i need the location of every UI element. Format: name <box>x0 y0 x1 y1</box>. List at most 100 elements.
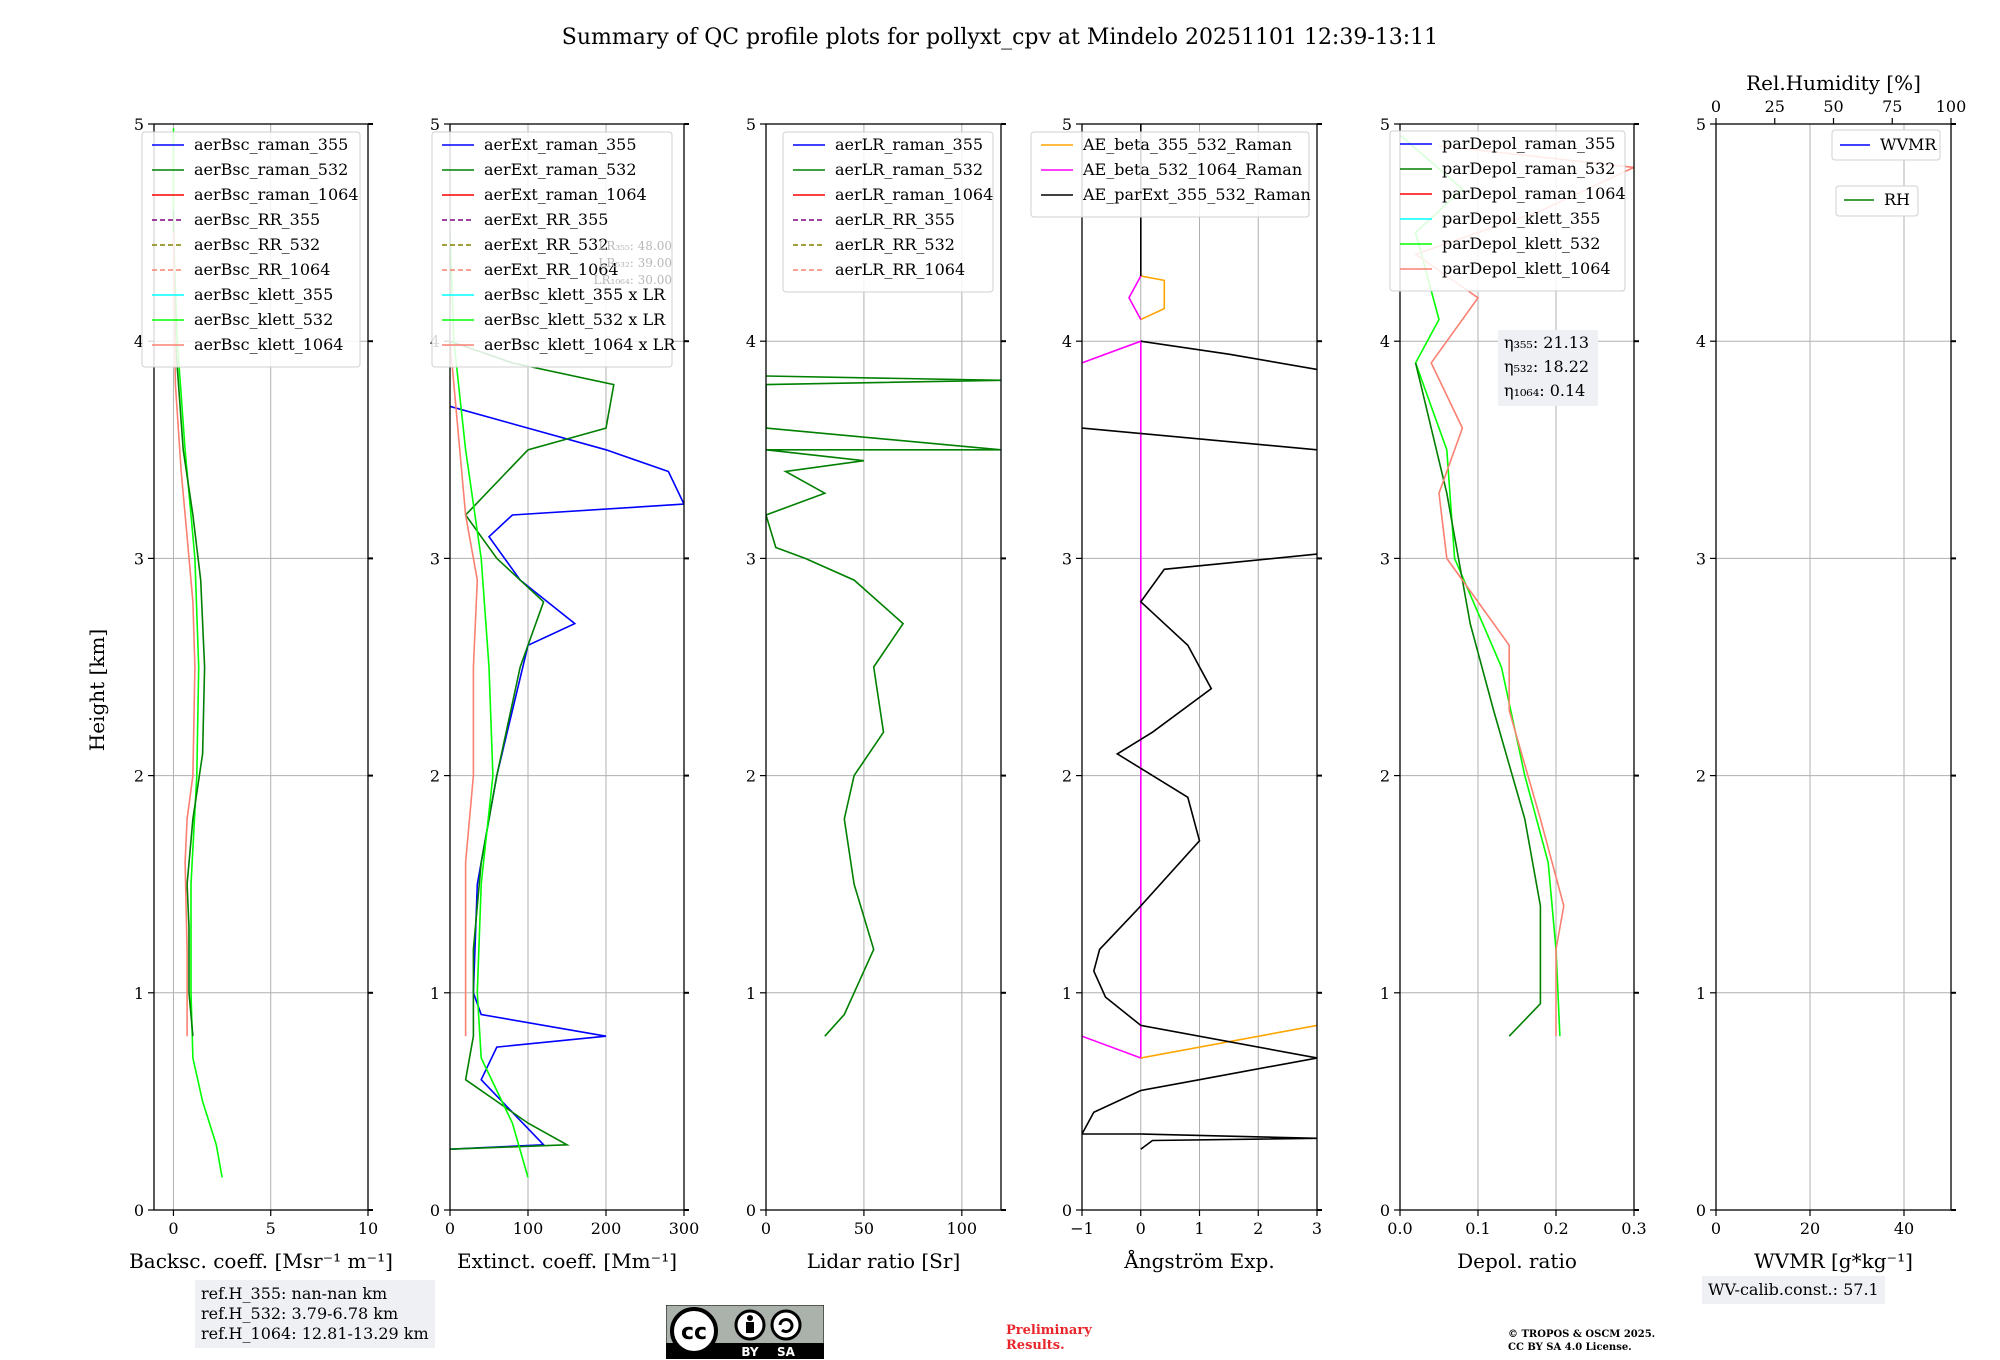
copyright-line-2: CC BY SA 4.0 License. <box>1508 1342 1632 1353</box>
series-AE_parExt_top <box>1140 340 1317 371</box>
legend-entry: aerBsc_klett_355 <box>194 285 333 304</box>
x-tick-label: 3 <box>1312 1219 1322 1238</box>
y-tick-label: 2 <box>1062 767 1072 786</box>
y-tick-label: 5 <box>134 115 144 134</box>
x-tick-label: 300 <box>669 1219 700 1238</box>
legend-box <box>431 131 673 368</box>
x-tick-label: 0.3 <box>1621 1219 1646 1238</box>
axes-frame <box>449 123 685 1211</box>
y-tick-label: 3 <box>746 549 756 568</box>
legend-angstrom: AE_beta_355_532_Raman AE_beta_532_1064_Ra… <box>1030 131 1311 218</box>
legend-entry: aerExt_raman_532 <box>484 160 637 179</box>
legend-entry: aerExt_RR_1064 <box>484 260 619 279</box>
y-tick-label: 0 <box>1062 1201 1072 1220</box>
legend-entry: RH <box>1884 190 1910 209</box>
y-tick-label: 5 <box>1696 115 1706 134</box>
y-tick-label: 3 <box>1696 549 1706 568</box>
axes-frame <box>153 123 369 1211</box>
y-tick-label: 3 <box>430 549 440 568</box>
axes-frame <box>1715 123 1952 1211</box>
series-AE_beta_532_1064_Raman <box>1082 340 1142 1060</box>
ref-height-1064: ref.H_1064: 12.81-13.29 km <box>201 1324 429 1343</box>
legend-rh: RH <box>1835 185 1919 217</box>
legend-entry: aerBsc_klett_532 <box>194 310 333 329</box>
legend-entry: aerLR_raman_355 <box>835 135 983 154</box>
legend-entry: parDepol_klett_1064 <box>1442 259 1611 278</box>
top-tick-label: 25 <box>1765 97 1785 116</box>
x-tick-label: 1 <box>1194 1219 1204 1238</box>
eta-annotation: η₃₅₅: 21.13 η₅₃₂: 18.22 η₁₀₆₄: 0.14 <box>1498 330 1598 406</box>
top-tick-label: 75 <box>1882 97 1902 116</box>
share-alike-icon <box>770 1309 802 1341</box>
y-tick-label: 2 <box>134 767 144 786</box>
x-tick-label: 0 <box>1711 1219 1721 1238</box>
legend-box <box>1030 131 1310 218</box>
series-AE_beta_532_1064_Raman_loop <box>1128 275 1142 320</box>
y-tick-label: 1 <box>134 984 144 1003</box>
x-axis-label: Extinct. coeff. [Mm⁻¹] <box>457 1249 677 1273</box>
panel-lidar_ratio: 0 50 100 0 1 2 3 4 5 Lidar ratio [Sr] aerLR_raman_… <box>746 115 1006 1273</box>
legend-box <box>141 131 361 368</box>
wv-calib-const: WV-calib.const.: 57.1 <box>1708 1280 1879 1299</box>
legend-entry: aerBsc_raman_532 <box>194 160 348 179</box>
legend-box <box>782 131 994 293</box>
legend-depol: parDepol_raman_355 parDepol_raman_532 parD… <box>1389 130 1626 292</box>
x-tick-label: 100 <box>947 1219 978 1238</box>
x-tick-label: 100 <box>513 1219 544 1238</box>
y-tick-label: 2 <box>430 767 440 786</box>
y-tick-label: 3 <box>1062 549 1072 568</box>
series-aerBsc_klett_1064 <box>172 232 196 1037</box>
legend-entry: parDepol_klett_532 <box>1442 234 1600 253</box>
x-tick-label: −1 <box>1070 1219 1094 1238</box>
series-aerExt_raman_355 <box>450 405 684 1150</box>
legend-wvmr: WVMR <box>1831 129 1941 161</box>
y-tick-label: 5 <box>746 115 756 134</box>
top-axis-label: Rel.Humidity [%] <box>1746 71 1921 95</box>
y-tick-label: 1 <box>1062 984 1072 1003</box>
x-axis-label: Depol. ratio <box>1457 1249 1577 1273</box>
x-tick-label: 40 <box>1894 1219 1914 1238</box>
y-tick-label: 0 <box>746 1201 756 1220</box>
y-tick-label: 0 <box>134 1201 144 1220</box>
y-tick-label: 1 <box>430 984 440 1003</box>
legend-entry: aerBsc_RR_1064 <box>194 260 330 279</box>
panel-backscatter: 0 5 10 0 1 2 3 4 5 Backsc. coeff. [Msr⁻¹ m⁻¹] aerB… <box>129 115 393 1273</box>
series-AE_parExt_upper <box>1082 427 1317 451</box>
x-tick-label: 2 <box>1253 1219 1263 1238</box>
series-parDepol_raman_532 <box>1414 362 1542 1037</box>
legend-entry: aerLR_RR_1064 <box>835 260 965 279</box>
svg-text:cc: cc <box>681 1320 707 1345</box>
lr-label: LR₅₃₂: 39.00 <box>598 256 672 270</box>
series-aerExt_raman_532 <box>450 340 615 1150</box>
panel-wvmr: 0 20 40 0 1 2 3 4 5 WVMR [g*kg⁻¹] 0 25 50 75 100 Rel.Hu… <box>1696 71 1966 1273</box>
eta-label: η₅₃₂: 18.22 <box>1504 357 1589 376</box>
y-tick-label: 4 <box>134 332 144 351</box>
reference-height-box: ref.H_355: nan-nan km ref.H_532: 3.79-6.… <box>195 1280 435 1348</box>
copyright-line-1: © TROPOS & OSCM 2025. <box>1508 1329 1656 1340</box>
x-tick-label: 0.2 <box>1543 1219 1568 1238</box>
x-tick-label: 0.1 <box>1465 1219 1490 1238</box>
y-tick-label: 3 <box>1380 549 1390 568</box>
x-tick-label: 0 <box>168 1219 178 1238</box>
legend-lidar_ratio: aerLR_raman_355 aerLR_raman_532 aerLR_rama… <box>782 131 994 293</box>
legend-extinction: aerExt_raman_355 aerExt_raman_532 aerExt_r… <box>431 131 676 368</box>
x-tick-label: 5 <box>266 1219 276 1238</box>
eta-label: η₃₅₅: 21.13 <box>1504 333 1589 352</box>
x-tick-label: 0.0 <box>1387 1219 1412 1238</box>
axes-frame <box>1399 123 1635 1211</box>
y-tick-label: 5 <box>1062 115 1072 134</box>
x-axis-label: Ångström Exp. <box>1123 1248 1274 1273</box>
x-tick-label: 200 <box>591 1219 622 1238</box>
ref-height-532: ref.H_532: 3.79-6.78 km <box>201 1304 399 1323</box>
badge-by: BY <box>741 1345 758 1359</box>
legend-entry: aerLR_RR_355 <box>835 210 955 229</box>
y-tick-label: 5 <box>1380 115 1390 134</box>
legend-entry: aerExt_raman_355 <box>484 135 637 154</box>
legend-box <box>1835 185 1919 217</box>
legend-entry: parDepol_raman_532 <box>1442 159 1615 178</box>
figure-title: Summary of QC profile plots for pollyxt_… <box>562 25 1438 50</box>
legend-entry: aerBsc_raman_355 <box>194 135 348 154</box>
copyright-note: © TROPOS & OSCM 2025. CC BY SA 4.0 Licen… <box>1508 1328 1655 1354</box>
y-tick-label: 1 <box>1696 984 1706 1003</box>
